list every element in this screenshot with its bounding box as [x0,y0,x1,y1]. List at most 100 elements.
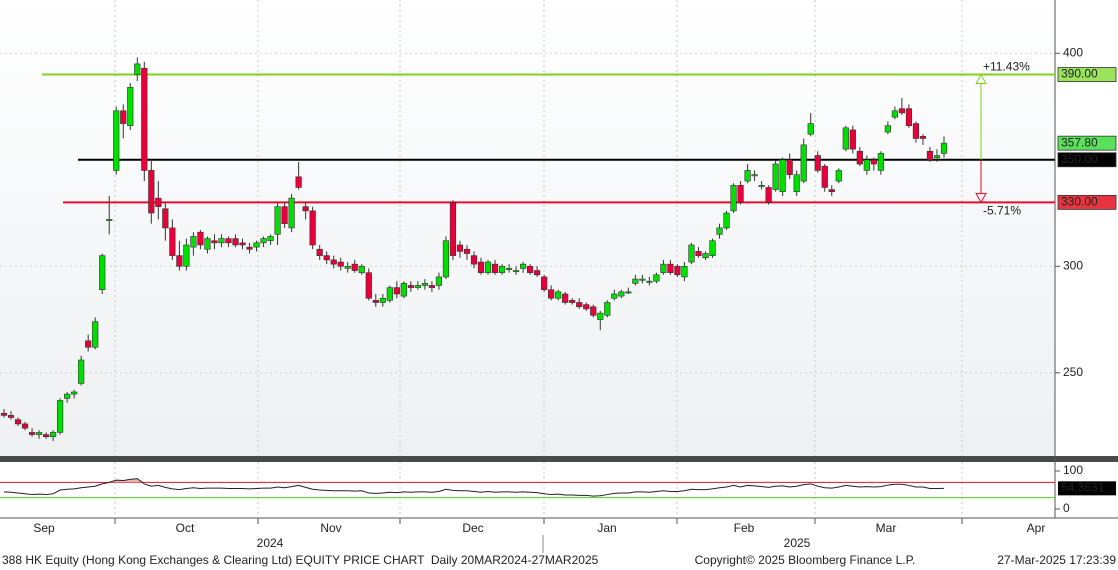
candle-body [667,263,674,273]
candle-body [337,261,344,267]
candle-body [793,174,800,193]
candle-body [28,432,36,435]
candle-body [127,87,134,126]
candle-body [295,176,302,188]
candle-body [421,283,428,286]
level-label: 350.00 [1061,152,1098,166]
x-tick-label: Jan [597,521,616,535]
candle-body [618,291,625,297]
candle-body [709,240,716,256]
candle-body [898,108,906,114]
last-price-label-box [1057,135,1117,151]
candle-body [330,259,337,265]
candle-body [681,265,688,278]
candle-body [737,185,744,203]
candle-body [849,129,856,150]
candle-body [57,400,64,433]
y-tick-label: 300 [1063,258,1083,272]
candle-body [134,63,141,75]
candle-body [372,300,379,303]
panel-divider [0,456,1118,462]
candle-body [113,110,120,171]
candle-body [400,283,407,297]
candle-body [302,206,309,212]
arrow-head [975,192,987,204]
candle-body [758,185,765,187]
candle-body [498,265,506,273]
candle-body [884,125,891,133]
candle-body [99,255,106,291]
candle-body [274,206,281,235]
candle-body [723,212,730,229]
candle-body [71,391,78,395]
candle-body [197,231,204,246]
candle-body [14,419,22,425]
candle-body [674,265,681,276]
candle-body [576,302,583,308]
candle-body [863,159,870,171]
candle-body [625,291,632,294]
candle-body [688,244,695,263]
candle-body [232,238,239,246]
candle-body [85,340,92,348]
candle-body [534,270,541,276]
candle-body [435,276,443,286]
candle-body [583,304,590,310]
rsi-value-box [1058,481,1116,496]
annotation: +11.43% [983,60,1030,74]
candle-body [78,359,85,384]
rsi-line [3,478,945,497]
candle-body [92,321,99,348]
x-tick-label: Dec [462,521,483,535]
candle-body [407,285,414,288]
candle-body [765,187,772,203]
rsi-tick-label: 100 [1063,463,1083,477]
footer-left: 388 HK Equity (Hong Kong Exchanges & Cle… [2,553,599,567]
candle-body [323,255,330,261]
candle-body [141,67,148,171]
last-price-label: 357.80 [1061,135,1098,149]
candle-body [597,312,604,320]
candle-body [379,297,386,303]
candle-body [856,150,863,165]
footer-copyright: Copyright© 2025 Bloomberg Finance L.P. [695,553,916,567]
rsi-area [0,462,1055,517]
x-tick-label: Mar [876,521,897,535]
candle-body [64,393,71,399]
candle-body [358,265,365,273]
level-label: 330.00 [1061,195,1098,209]
candle-body [21,423,29,429]
candle-body [449,202,457,256]
candle-body [646,280,653,283]
x-tick-label: Oct [176,521,195,535]
candle-body [484,261,492,273]
candle-body [891,110,898,118]
annotation: -5.71% [983,204,1021,218]
candle-body [288,197,295,229]
candle-body [491,263,499,273]
candle-body [463,248,471,254]
candle-body [842,127,849,150]
candle-body [730,185,737,212]
candle-body [835,170,842,182]
candle-body [695,251,702,256]
level-label-box [1057,67,1117,82]
y-tick-label: 250 [1063,365,1083,379]
candle-body [940,142,948,154]
candle-body [155,197,162,207]
candle-body [821,165,828,188]
candle-body [7,415,15,418]
candle-body [365,272,372,299]
candle-body [828,189,835,193]
candle-body [814,155,821,171]
candle-body [35,432,43,435]
candle-body [162,208,169,229]
candle-body [442,240,450,278]
candle-body [281,206,288,224]
x-tick-label: Sep [33,521,55,535]
candle-body [751,174,758,177]
candle-body [562,293,569,303]
rsi-tick-label: 0 [1063,501,1070,515]
candle-body [520,263,527,269]
